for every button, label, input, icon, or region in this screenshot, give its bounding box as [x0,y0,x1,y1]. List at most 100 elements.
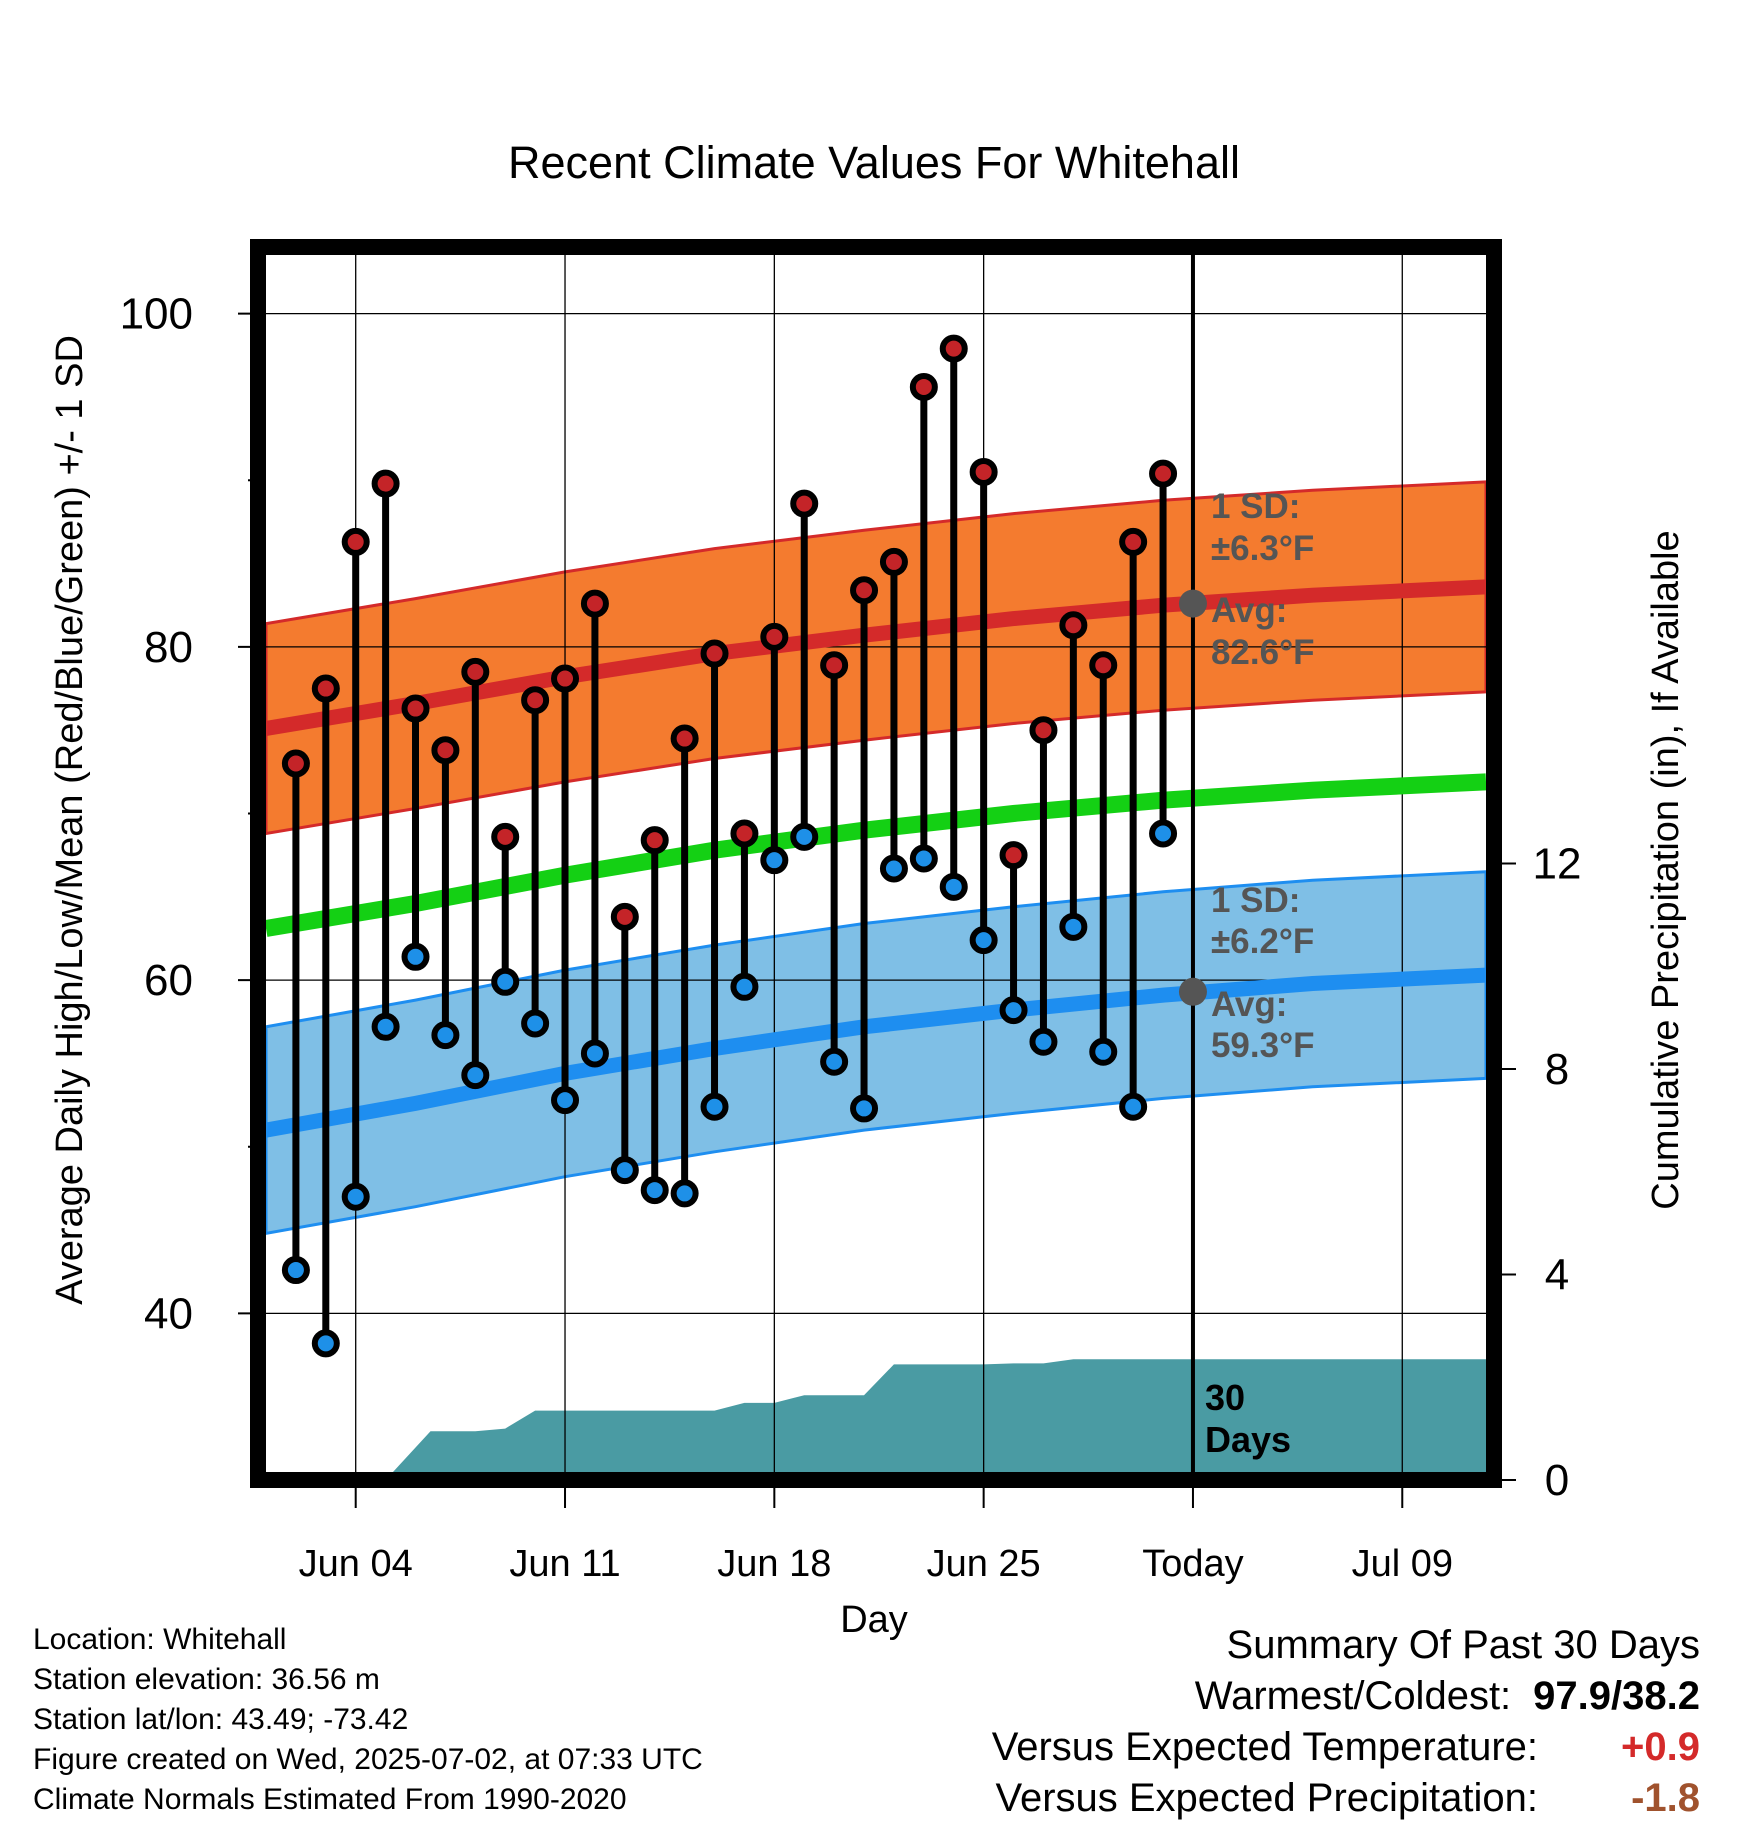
daily-high-point [999,841,1028,870]
x-tick-label: Jul 09 [1352,1543,1453,1585]
summary-temp: Versus Expected Temperature: +0.9 [992,1722,1700,1773]
precip-anomaly-value: -1.8 [1631,1776,1700,1820]
daily-high-point [790,489,819,518]
x-tick-label: Jun 04 [299,1543,413,1585]
daily-high-point [551,664,580,693]
warm-cold-value: 97.9/38.2 [1533,1674,1700,1718]
daily-low-point [820,1047,849,1076]
daily-high-point [281,749,310,778]
y-axis-label-left: Average Daily High/Low/Mean (Red/Blue/Gr… [49,335,91,1305]
daily-low-point [311,1329,340,1358]
y-tick-label-left: 40 [144,1289,193,1338]
chart-title: Recent Climate Values For Whitehall [508,137,1240,188]
daily-high-point [311,674,340,703]
summary-precip: Versus Expected Precipitation: -1.8 [992,1773,1700,1824]
avg-annotation: 82.6°F [1211,633,1315,672]
daily-low-point [1029,1027,1058,1056]
y-axis-label-right: Cumulative Precipitation (in), If Availa… [1645,530,1687,1209]
daily-low-point [670,1179,699,1208]
today-days-label: 30 [1205,1377,1245,1418]
daily-low-point [1119,1092,1148,1121]
daily-low-point [1089,1037,1118,1066]
summary-warm-cold: Warmest/Coldest: 97.9/38.2 [992,1671,1700,1722]
daily-high-point [969,457,998,486]
daily-low-point [461,1061,490,1090]
daily-high-point [1119,527,1148,556]
daily-high-point [640,826,669,855]
daily-high-point [670,724,699,753]
daily-low-point [700,1092,729,1121]
daily-low-point [879,854,908,883]
daily-low-point [1059,912,1088,941]
y-tick-label-left: 80 [144,623,193,672]
daily-high-point [461,657,490,686]
x-tick-label: Jun 18 [717,1543,831,1585]
precip-area [266,1359,1486,1480]
today-high-avg-marker [1178,589,1207,618]
daily-high-point [580,589,609,618]
summary-heading: Summary Of Past 30 Days [1226,1623,1700,1667]
daily-low-point [491,967,520,996]
avg-annotation: ±6.3°F [1211,529,1314,568]
avg-annotation: Avg: [1211,985,1287,1024]
plot-area [266,247,1486,1480]
daily-high-point [610,902,639,931]
daily-low-point [401,942,430,971]
daily-high-point [820,651,849,680]
daily-high-point [371,469,400,498]
daily-low-point [431,1021,460,1050]
x-tick-label: Jun 11 [509,1543,620,1585]
y-tick-label-right: 4 [1545,1251,1569,1300]
daily-high-point [1029,716,1058,745]
daily-low-point [1149,819,1178,848]
y-tick-label-right: 12 [1533,840,1582,889]
summary-panel: Summary Of Past 30 Days Warmest/Coldest:… [992,1620,1700,1824]
daily-low-point [760,846,789,875]
x-axis-label: Day [840,1599,908,1641]
daily-high-point [879,547,908,576]
today-days-label: Days [1205,1419,1291,1460]
daily-high-point [491,822,520,851]
avg-annotation: 1 SD: [1211,487,1300,526]
daily-low-point [790,822,819,851]
avg-annotation: 59.3°F [1211,1026,1315,1065]
y-tick-label-left: 100 [120,290,193,339]
daily-low-point [939,872,968,901]
daily-low-point [640,1176,669,1205]
daily-high-point [850,576,879,605]
temp-anomaly-value: +0.9 [1621,1725,1700,1769]
daily-high-point [431,736,460,765]
daily-low-point [521,1009,550,1038]
today-low-avg-marker [1178,977,1207,1006]
y-tick-label-right: 0 [1545,1456,1569,1505]
avg-annotation: Avg: [1211,591,1287,630]
daily-low-point [610,1156,639,1185]
daily-low-point [551,1086,580,1115]
temp-anomaly-label: Versus Expected Temperature: [991,1725,1538,1769]
daily-high-point [521,686,550,715]
figure-created: Figure created on Wed, 2025-07-02, at 07… [33,1743,703,1776]
daily-high-point [760,622,789,651]
daily-low-point [580,1039,609,1068]
station-latlon: Station lat/lon: 43.49; -73.42 [33,1703,409,1736]
x-tick-label: Jun 25 [927,1543,1041,1585]
warm-cold-label: Warmest/Coldest: [1194,1674,1512,1718]
y-tick-label-right: 8 [1545,1045,1569,1094]
station-elevation: Station elevation: 36.56 m [33,1663,380,1696]
station-location: Location: Whitehall [33,1623,287,1656]
avg-annotation: ±6.2°F [1211,922,1314,961]
daily-low-point [730,972,759,1001]
daily-low-point [969,926,998,955]
daily-high-point [1149,459,1178,488]
daily-low-point [850,1094,879,1123]
daily-low-point [281,1256,310,1285]
daily-high-point [909,372,938,401]
y-tick-label-left: 60 [144,956,193,1005]
daily-high-point [1089,651,1118,680]
daily-high-point [1059,611,1088,640]
x-tick-label: Today [1142,1543,1243,1585]
daily-low-point [909,844,938,873]
avg-annotation: 1 SD: [1211,881,1300,920]
daily-high-point [730,819,759,848]
